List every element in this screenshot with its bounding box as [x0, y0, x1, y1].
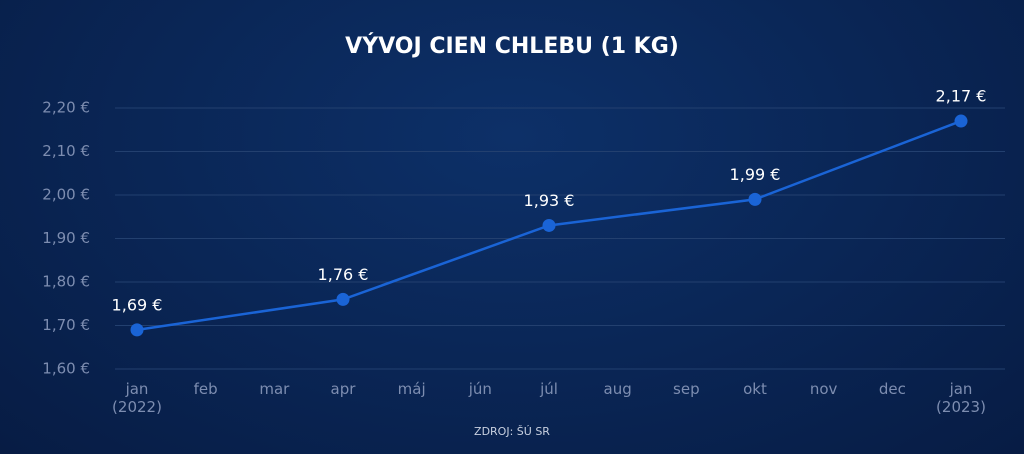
x-tick-label: júl	[540, 380, 558, 398]
chart-title: VÝVOJ CIEN CHLEBU (1 KG)	[345, 33, 679, 59]
y-tick-label: 1,90 €	[42, 229, 90, 247]
source: ZDROJ: ŠÚ SR	[474, 425, 550, 438]
value-label: 1,76 €	[318, 265, 369, 284]
point	[130, 323, 144, 337]
value-label: 2,17 €	[936, 87, 987, 106]
y-tick-label: 2,10 €	[42, 142, 90, 160]
point	[542, 218, 556, 232]
point	[336, 292, 350, 306]
x-tick-label: jan (2023)	[936, 380, 986, 416]
x-tick-label: apr	[330, 380, 356, 398]
x-tick-label: dec	[878, 380, 906, 398]
value-label: 1,69 €	[112, 295, 163, 314]
y-tick-label: 1,70 €	[42, 316, 90, 334]
value-label: 1,93 €	[524, 191, 575, 210]
point	[748, 192, 762, 206]
x-tick-label: máj	[397, 380, 426, 398]
x-tick-label: nov	[809, 380, 838, 398]
y-tick-label: 2,00 €	[42, 186, 90, 204]
x-tick-label: sep	[673, 380, 700, 398]
point	[954, 114, 968, 128]
x-tick-label: feb	[193, 380, 218, 398]
x-tick-label: jún	[468, 380, 492, 398]
y-tick-label: 1,80 €	[42, 273, 90, 291]
value-label: 1,99 €	[730, 165, 781, 184]
x-tick-label: aug	[603, 380, 632, 398]
x-tick-label: okt	[743, 380, 767, 398]
x-tick-label: jan (2022)	[112, 380, 162, 416]
y-tick-label: 2,20 €	[42, 99, 90, 117]
x-tick-label: mar	[259, 380, 290, 398]
y-tick-label: 1,60 €	[42, 360, 90, 378]
